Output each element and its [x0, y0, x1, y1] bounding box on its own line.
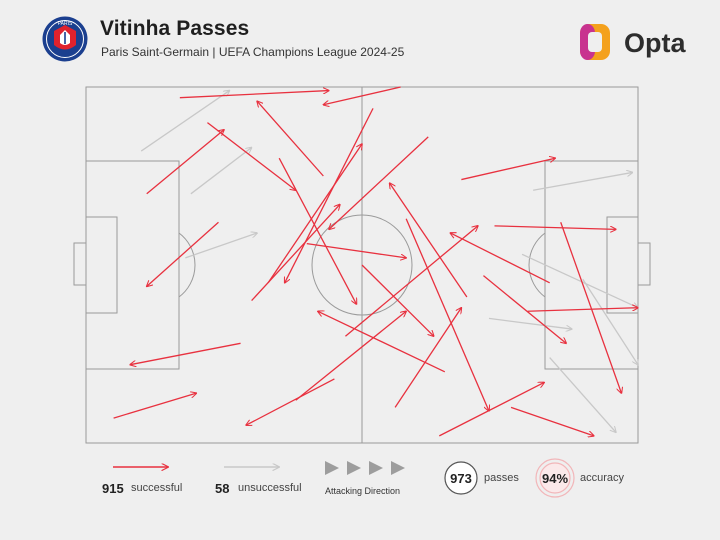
successful-pass-arrow [147, 221, 219, 286]
legend-graphics [113, 458, 575, 498]
successful-pass-arrow [267, 144, 362, 284]
successful-pass-arrow [318, 311, 446, 373]
header: PARIS Vitinha Passes Paris Saint-Germain… [0, 0, 720, 80]
penalty-arc-left [178, 232, 196, 298]
successful-pass-arrow [295, 311, 406, 401]
successful-pass-arrow [438, 382, 544, 437]
total-passes-value: 973 [450, 471, 472, 486]
successful-pass-arrow [323, 86, 401, 105]
successful-pass-arrow [246, 378, 335, 425]
successful-pass-arrow [494, 225, 615, 230]
pitch-markings [73, 86, 651, 444]
unsuccessful-pass-arrow [140, 91, 229, 152]
accuracy-value: 94% [541, 471, 569, 486]
successful-pass-arrow [306, 242, 406, 258]
centre-circle [311, 214, 413, 316]
unsuccessful-count: 58 [215, 481, 230, 496]
successful-pass-arrow [146, 130, 224, 195]
successful-pass-arrow [483, 275, 566, 344]
unsuccessful-pass-arrow [521, 253, 638, 307]
successful-passes [113, 86, 638, 437]
successful-pass-arrow [345, 226, 477, 337]
legend: 915 successful 58 unsuccessful Attacking… [0, 455, 720, 515]
six-yard-box-right [606, 216, 639, 314]
successful-pass-arrow [361, 264, 434, 336]
unsuccessful-pass-arrow [488, 317, 572, 329]
successful-pass-arrow [390, 183, 468, 298]
crest-text: PARIS [58, 21, 73, 27]
successful-pass-arrow [527, 308, 638, 312]
successful-pass-arrow [113, 393, 197, 419]
successful-pass-arrow [329, 136, 429, 230]
successful-pass-arrow [510, 406, 594, 435]
penalty-arc-right [528, 232, 546, 298]
unsuccessful-passes [140, 91, 638, 433]
successful-pass-arrow [285, 108, 374, 282]
club-crest-logo: PARIS [42, 16, 88, 62]
successful-count: 915 [102, 481, 124, 496]
accuracy-ring-inner [539, 462, 571, 494]
successful-pass-arrow [130, 342, 241, 364]
attacking-direction-label: Attacking Direction [325, 486, 401, 496]
unsuccessful-label: unsuccessful [238, 482, 302, 494]
unsuccessful-pass-arrow [549, 357, 616, 433]
successful-pass-arrow [405, 218, 489, 411]
successful-pass-arrow [394, 308, 461, 408]
brand-name: Opta [624, 28, 686, 58]
successful-pass-arrow [179, 91, 329, 99]
successful-label: successful [131, 482, 183, 494]
accuracy-label: accuracy [580, 472, 625, 484]
successful-pass-arrow [461, 158, 555, 181]
successful-pass-arrow [278, 157, 356, 304]
unsuccessful-pass-arrow [533, 172, 632, 191]
total-passes-circle [444, 461, 478, 495]
unsuccessful-pass-arrow [190, 148, 252, 195]
total-passes-label: passes [484, 472, 519, 484]
successful-pass-arrow [251, 204, 340, 302]
successful-pass-arrow [257, 101, 324, 177]
page-title: Vitinha Passes [100, 17, 250, 40]
brand-logo [580, 24, 610, 60]
unsuccessful-pass-arrow [582, 278, 638, 364]
attacking-direction-icon [325, 461, 405, 475]
accuracy-ring-outer [535, 458, 575, 498]
six-yard-box-left [85, 216, 118, 314]
goal-left [73, 242, 87, 286]
successful-pass-arrow [560, 222, 622, 393]
goal-right [637, 242, 651, 286]
page-subtitle: Paris Saint-Germain | UEFA Champions Lea… [101, 45, 405, 59]
unsuccessful-pass-arrow [185, 233, 257, 259]
successful-pass-arrow [450, 233, 550, 284]
penalty-area-left [85, 160, 180, 370]
